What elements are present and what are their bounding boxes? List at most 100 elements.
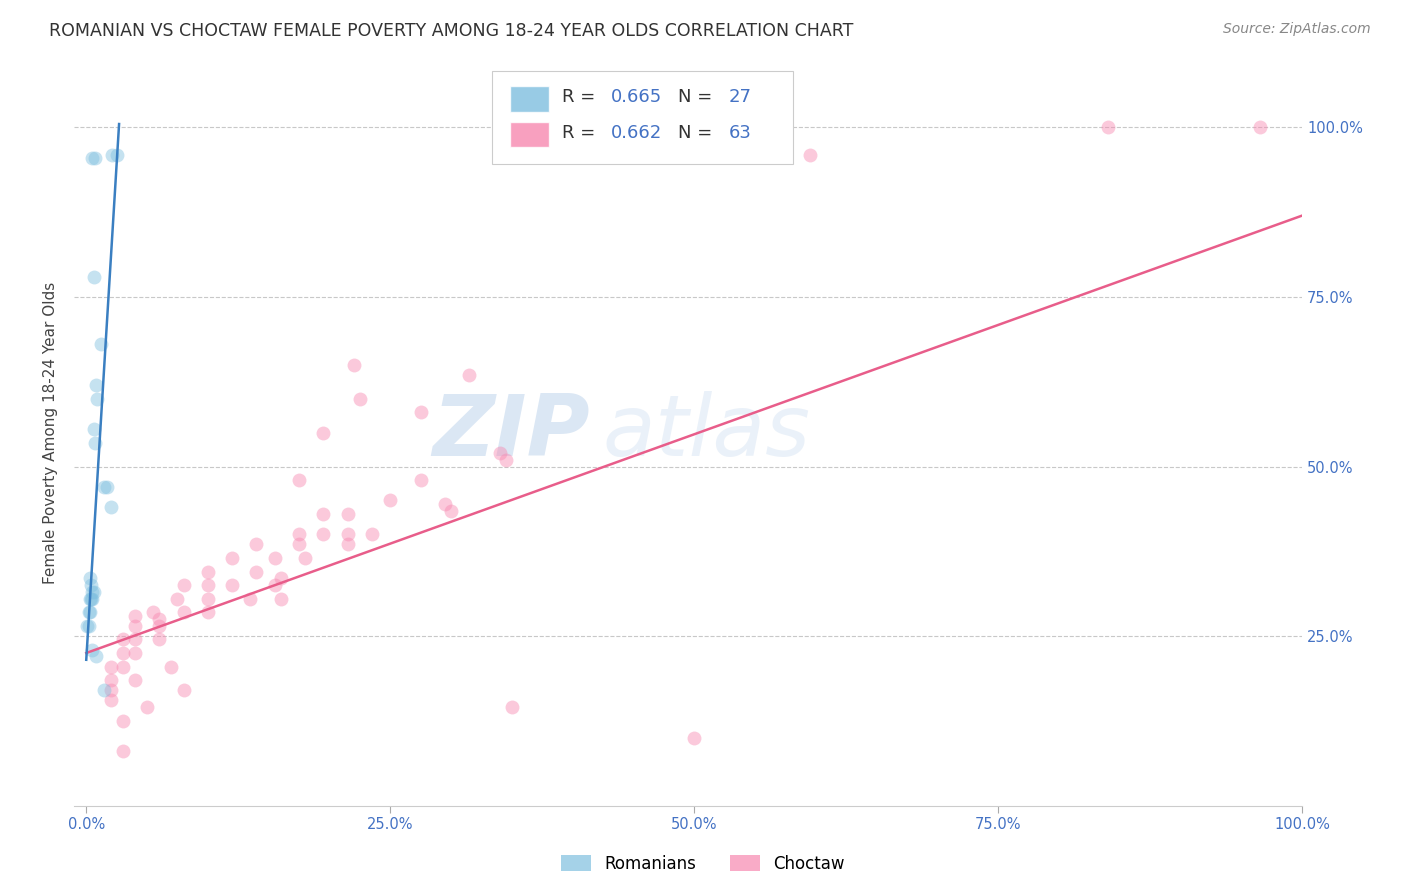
Y-axis label: Female Poverty Among 18-24 Year Olds: Female Poverty Among 18-24 Year Olds: [44, 282, 58, 583]
Point: [221, 551, 243, 566]
Point: [84, 378, 107, 392]
Point: [124, 632, 146, 647]
Text: atlas: atlas: [602, 391, 810, 474]
Point: [501, 700, 523, 714]
Point: [124, 646, 146, 660]
Point: [90, 337, 112, 351]
Point: [312, 507, 335, 521]
Point: [197, 591, 219, 606]
Point: [77, 619, 100, 633]
Point: [100, 683, 122, 698]
Point: [440, 503, 463, 517]
Point: [101, 147, 124, 161]
Point: [100, 659, 122, 673]
Point: [111, 714, 134, 728]
Point: [148, 612, 170, 626]
FancyBboxPatch shape: [510, 121, 550, 147]
Point: [270, 591, 292, 606]
Point: [239, 591, 262, 606]
Point: [77, 605, 100, 619]
Point: [82, 585, 104, 599]
Point: [245, 537, 267, 551]
Point: [312, 425, 335, 440]
Point: [1097, 120, 1119, 135]
Point: [83, 585, 105, 599]
Point: [221, 578, 243, 592]
Point: [100, 500, 122, 515]
Point: [380, 493, 402, 508]
Text: Source: ZipAtlas.com: Source: ZipAtlas.com: [1223, 22, 1371, 37]
Point: [148, 632, 170, 647]
Point: [173, 605, 195, 619]
Point: [197, 605, 219, 619]
Point: [263, 578, 285, 592]
Point: [80, 591, 103, 606]
Point: [173, 578, 195, 592]
Point: [288, 527, 311, 541]
Point: [100, 673, 122, 687]
Point: [1249, 120, 1271, 135]
Point: [100, 693, 122, 707]
Text: 0.662: 0.662: [610, 124, 662, 142]
Text: R =: R =: [561, 124, 600, 142]
Point: [93, 480, 115, 494]
Point: [799, 147, 821, 161]
Point: [83, 269, 105, 284]
Point: [160, 659, 183, 673]
Point: [312, 527, 335, 541]
Point: [409, 405, 432, 419]
Point: [83, 435, 105, 450]
Point: [197, 578, 219, 592]
Text: 63: 63: [728, 124, 752, 142]
Text: 0.665: 0.665: [610, 88, 662, 106]
Point: [84, 649, 107, 664]
Point: [458, 368, 481, 382]
Point: [288, 537, 311, 551]
Text: ZIP: ZIP: [432, 391, 591, 474]
Point: [683, 731, 706, 745]
Legend: Romanians, Choctaw: Romanians, Choctaw: [554, 848, 852, 880]
Point: [349, 392, 371, 406]
Point: [124, 619, 146, 633]
Point: [96, 480, 118, 494]
Point: [83, 422, 105, 436]
Point: [166, 591, 188, 606]
Text: N =: N =: [678, 88, 718, 106]
Point: [124, 608, 146, 623]
Point: [294, 551, 316, 566]
FancyBboxPatch shape: [510, 87, 550, 112]
Point: [495, 452, 517, 467]
Point: [79, 605, 101, 619]
Point: [263, 551, 285, 566]
Point: [343, 358, 366, 372]
Text: N =: N =: [678, 124, 718, 142]
Point: [173, 683, 195, 698]
Text: 27: 27: [728, 88, 752, 106]
Point: [82, 591, 104, 606]
Point: [270, 571, 292, 585]
Point: [93, 683, 115, 698]
Point: [111, 744, 134, 758]
Point: [82, 151, 104, 165]
Point: [83, 151, 105, 165]
Point: [111, 659, 134, 673]
Point: [245, 565, 267, 579]
Point: [82, 642, 104, 657]
Point: [433, 497, 456, 511]
Point: [488, 446, 510, 460]
Point: [409, 473, 432, 487]
Point: [148, 619, 170, 633]
Point: [197, 565, 219, 579]
Text: ROMANIAN VS CHOCTAW FEMALE POVERTY AMONG 18-24 YEAR OLDS CORRELATION CHART: ROMANIAN VS CHOCTAW FEMALE POVERTY AMONG…: [49, 22, 853, 40]
Point: [336, 527, 359, 541]
Point: [361, 527, 384, 541]
Point: [86, 392, 108, 406]
FancyBboxPatch shape: [492, 70, 793, 164]
Point: [111, 632, 134, 647]
Point: [76, 619, 98, 633]
Text: R =: R =: [561, 88, 600, 106]
Point: [336, 507, 359, 521]
Point: [105, 147, 128, 161]
Point: [124, 673, 146, 687]
Point: [79, 591, 101, 606]
